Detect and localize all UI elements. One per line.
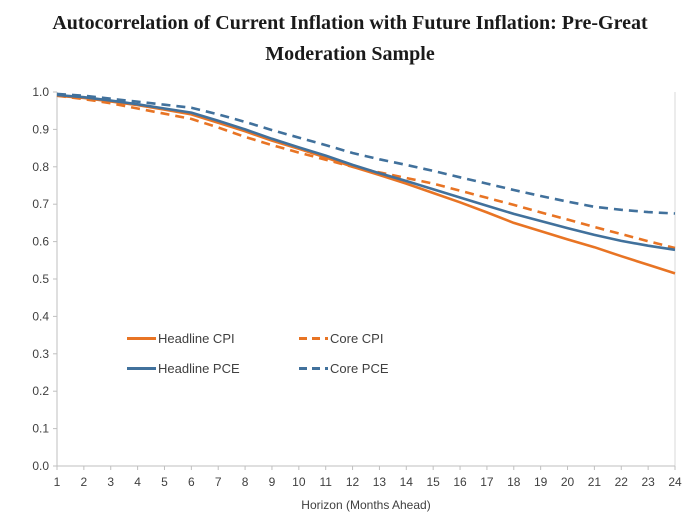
x-tick-label: 6 (188, 475, 195, 489)
legend-label: Headline CPI (158, 331, 235, 346)
series-line-core-pce (56, 92, 676, 215)
legend-item-headline-cpi: Headline CPI (127, 331, 299, 346)
x-tick-label: 24 (668, 475, 682, 489)
x-tick-label: 11 (319, 475, 332, 489)
legend-label: Core PCE (330, 361, 389, 376)
y-tick-label: 0.6 (32, 235, 49, 249)
headline-cpi-line-swatch-icon (127, 337, 156, 340)
x-tick-label: 1 (54, 475, 61, 489)
x-axis-title: Horizon (Months Ahead) (301, 498, 431, 512)
y-tick-label: 0.9 (32, 122, 49, 136)
legend-item-core-pce: Core PCE (299, 361, 419, 376)
x-tick-label: 16 (453, 475, 467, 489)
x-tick-label: 4 (134, 475, 141, 489)
legend-label: Core CPI (330, 331, 384, 346)
x-tick-label: 3 (107, 475, 114, 489)
legend-item-headline-pce: Headline PCE (127, 361, 299, 376)
x-tick-label: 17 (480, 475, 494, 489)
x-tick-label: 23 (641, 475, 655, 489)
x-tick-label: 10 (292, 475, 306, 489)
y-tick-label: 0.0 (32, 459, 49, 473)
y-tick-label: 0.8 (32, 160, 49, 174)
x-tick-label: 8 (242, 475, 249, 489)
x-tick-label: 7 (215, 475, 222, 489)
x-tick-label: 19 (534, 475, 548, 489)
core-pce-line-swatch-icon (299, 367, 328, 370)
y-tick-label: 1.0 (32, 85, 49, 99)
chart-legend: Headline CPI Core CPI Headline PCE Core … (127, 331, 419, 376)
y-tick-label: 0.2 (32, 384, 49, 398)
series-line-headline-pce (56, 93, 676, 252)
y-tick-label: 0.4 (32, 309, 49, 323)
core-cpi-line-swatch-icon (299, 337, 328, 340)
y-tick-label: 0.3 (32, 347, 49, 361)
legend-item-core-cpi: Core CPI (299, 331, 419, 346)
x-tick-label: 22 (615, 475, 629, 489)
x-tick-label: 18 (507, 475, 521, 489)
chart-title: Autocorrelation of Current Inflation wit… (52, 12, 648, 65)
headline-pce-line-swatch-icon (127, 367, 156, 370)
x-tick-label: 21 (588, 475, 602, 489)
x-tick-label: 9 (269, 475, 276, 489)
x-tick-label: 15 (426, 475, 440, 489)
x-tick-label: 12 (346, 475, 360, 489)
x-tick-label: 14 (400, 475, 414, 489)
x-tick-label: 2 (81, 475, 88, 489)
legend-label: Headline PCE (158, 361, 240, 376)
x-tick-label: 5 (161, 475, 168, 489)
x-tick-label: 13 (373, 475, 387, 489)
series-line-headline-cpi (56, 94, 676, 275)
y-tick-label: 0.1 (32, 422, 49, 436)
y-tick-label: 0.7 (32, 197, 49, 211)
y-tick-label: 0.5 (32, 272, 49, 286)
x-tick-label: 20 (561, 475, 575, 489)
